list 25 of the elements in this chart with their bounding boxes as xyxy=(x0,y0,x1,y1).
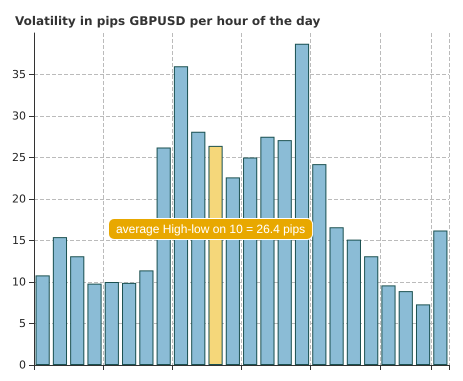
y-tick-label: 20 xyxy=(12,192,26,206)
bar xyxy=(346,240,361,365)
bar xyxy=(398,291,413,365)
bar xyxy=(122,282,136,365)
bar xyxy=(330,227,344,365)
y-tick-label: 30 xyxy=(12,110,26,122)
bar xyxy=(139,270,154,365)
bar xyxy=(416,304,430,365)
annotation: average High-low on 10 = 26.4 pips xyxy=(116,222,306,236)
bar xyxy=(433,230,448,365)
bar xyxy=(70,256,84,365)
chart-title: Volatility in pips GBPUSD per hour of the day xyxy=(15,14,320,28)
y-tick-label: 35 xyxy=(12,68,26,81)
bar xyxy=(381,285,396,365)
y-tick-label: 0 xyxy=(19,358,26,372)
bar xyxy=(364,256,378,365)
bar xyxy=(87,284,102,365)
bar xyxy=(52,237,68,365)
y-tick-label: 25 xyxy=(12,151,26,164)
bar xyxy=(312,164,326,365)
y-tick-label: 10 xyxy=(12,276,26,288)
y-tick-label: 15 xyxy=(12,234,26,247)
bar xyxy=(36,275,50,365)
bar xyxy=(104,282,119,365)
y-tick-label: 5 xyxy=(19,317,26,330)
